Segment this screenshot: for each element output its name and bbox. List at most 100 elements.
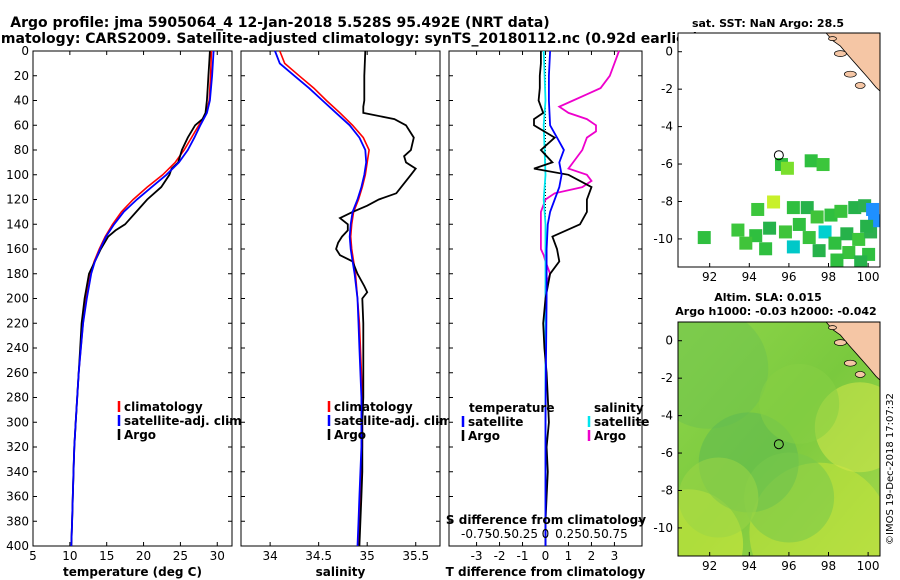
x-tick-label: 15 [99, 549, 114, 563]
sst-pixel [767, 195, 781, 209]
sst-pixel [860, 219, 874, 233]
legend-satellite-label: satellite-adj. clim. [334, 414, 456, 428]
map-y-tick-label: -8 [661, 483, 673, 497]
series-line-t-argo [533, 51, 593, 546]
depth-tick-label: 340 [6, 465, 29, 479]
depth-tick-label: 320 [6, 440, 29, 454]
x-tick-label: 34 [262, 549, 277, 563]
legend-climatology-label: climatology [124, 400, 203, 414]
legend-salinity-title: salinity [594, 401, 644, 415]
map-y-tick-label: -6 [661, 446, 673, 460]
depth-tick-label: 100 [6, 168, 29, 182]
map-x-tick-label: 94 [742, 270, 757, 284]
x-axis-label: T difference from climatology [446, 565, 646, 579]
s-tick-label: 0.75 [601, 527, 628, 541]
map-x-tick-label: 96 [781, 270, 796, 284]
x-tick-label: 10 [62, 549, 77, 563]
sst-pixel [834, 204, 848, 218]
map-x-tick-label: 96 [781, 559, 796, 573]
sst-pixel [854, 255, 868, 267]
x-tick-label: 34.5 [305, 549, 332, 563]
imos-credit: ©IMOS 19-Dec-2018 17:07:32 [885, 393, 896, 545]
map-x-tick-label: 94 [742, 559, 757, 573]
map-frame [677, 32, 881, 268]
x-tick-label: 25 [173, 549, 188, 563]
depth-tick-label: 280 [6, 391, 29, 405]
map-y-tick-label: -8 [661, 194, 673, 208]
depth-tick-label: 20 [14, 69, 29, 83]
salinity-panel: 34 34.5 35 35.5 salinity climatologysatellite… [240, 50, 456, 579]
map-y-tick-label: 0 [665, 334, 673, 348]
sst-pixel [786, 240, 800, 254]
island [828, 325, 837, 330]
legend-argo-label: Argo [334, 428, 366, 442]
series-line-t-satellite [544, 50, 565, 546]
x-tick-label: -2 [494, 549, 506, 563]
sst-pixel [751, 202, 765, 216]
s-tick-label: -0.25 [507, 527, 538, 541]
sumatra-land [825, 322, 880, 381]
sst-pixel [866, 202, 880, 216]
map-content [678, 322, 880, 556]
map-y-tick-label: -10 [653, 232, 673, 246]
temperature-panel: 0 20 40 60 80 100 120 140 160 180 200 220 240 260 280 3… [6, 44, 246, 579]
sst-pixel [792, 217, 806, 231]
sla-patch [678, 457, 759, 538]
island [834, 50, 847, 57]
sst-map-title: sat. SST: NaN Argo: 28.5 [692, 17, 844, 30]
depth-tick-label: 300 [6, 415, 29, 429]
sla-map-title: Altim. SLA: 0.015 [714, 291, 821, 304]
sla-patch [744, 452, 835, 543]
x-axis-label: temperature (deg C) [63, 565, 202, 579]
legend-t-satellite-label: satellite [468, 415, 523, 429]
series-line-argo [335, 50, 418, 547]
map-content [678, 33, 880, 267]
s-tick-label: 0 [542, 527, 550, 541]
x-tick-label: 3 [611, 549, 619, 563]
s-tick-label: -0.5 [488, 527, 511, 541]
sst-pixel [828, 236, 842, 250]
depth-tick-label: 180 [6, 267, 29, 281]
depth-tick-label: 40 [14, 94, 29, 108]
sst-pixel [731, 223, 745, 237]
sst-pixel [852, 232, 866, 246]
depth-tick-label: 220 [6, 316, 29, 330]
map-y-tick-label: -4 [661, 409, 673, 423]
island [843, 70, 857, 78]
depth-tick-label: 140 [6, 217, 29, 231]
sla-map-panel: 92 94 96 98 100 0 -2 -4 -6 -8 -10 [653, 321, 881, 573]
sst-pixel [800, 201, 814, 215]
map-y-tick-label: -10 [653, 521, 673, 535]
map-x-tick-label: 98 [821, 559, 836, 573]
figure-title-line2: Climatology: CARS2009. Satellite-adjuste… [0, 31, 699, 47]
depth-tick-label: 200 [6, 292, 29, 306]
sst-pixel [739, 236, 753, 250]
plot-frame [32, 50, 233, 547]
map-y-tick-label: 0 [665, 45, 673, 59]
figure-title-line1: Argo profile: jma 5905064_4 12-Jan-2018 … [10, 15, 549, 31]
plot-frame [240, 50, 441, 547]
legend-argo-label: Argo [124, 428, 156, 442]
legend-satellite-label: satellite-adj. clim. [124, 414, 246, 428]
map-x-tick-label: 100 [857, 270, 880, 284]
x-tick-label: 1 [565, 549, 573, 563]
map-y-tick-label: -6 [661, 157, 673, 171]
depth-tick-label: 260 [6, 366, 29, 380]
argo-position-marker [773, 439, 784, 450]
island [854, 82, 866, 89]
argo-position-marker [773, 150, 784, 161]
x-axis-label: salinity [316, 565, 366, 579]
sumatra-land [825, 33, 880, 92]
map-x-tick-label: 92 [702, 559, 717, 573]
depth-tick-label: 0 [21, 44, 29, 58]
difference-panel: -3 -2 -1 0 1 2 3 T difference from climatology S… [446, 50, 649, 579]
legend-s-argo-label: Argo [594, 429, 626, 443]
island [828, 36, 837, 41]
x-tick-label: 5 [29, 549, 37, 563]
map-y-tick-label: -2 [661, 82, 673, 96]
sst-pixel [802, 231, 816, 245]
sla-patch [678, 322, 769, 429]
sst-pixel [804, 154, 818, 168]
sla-map-subtitle: Argo h1000: -0.03 h2000: -0.042 [675, 305, 876, 318]
sst-pixel [868, 214, 880, 228]
